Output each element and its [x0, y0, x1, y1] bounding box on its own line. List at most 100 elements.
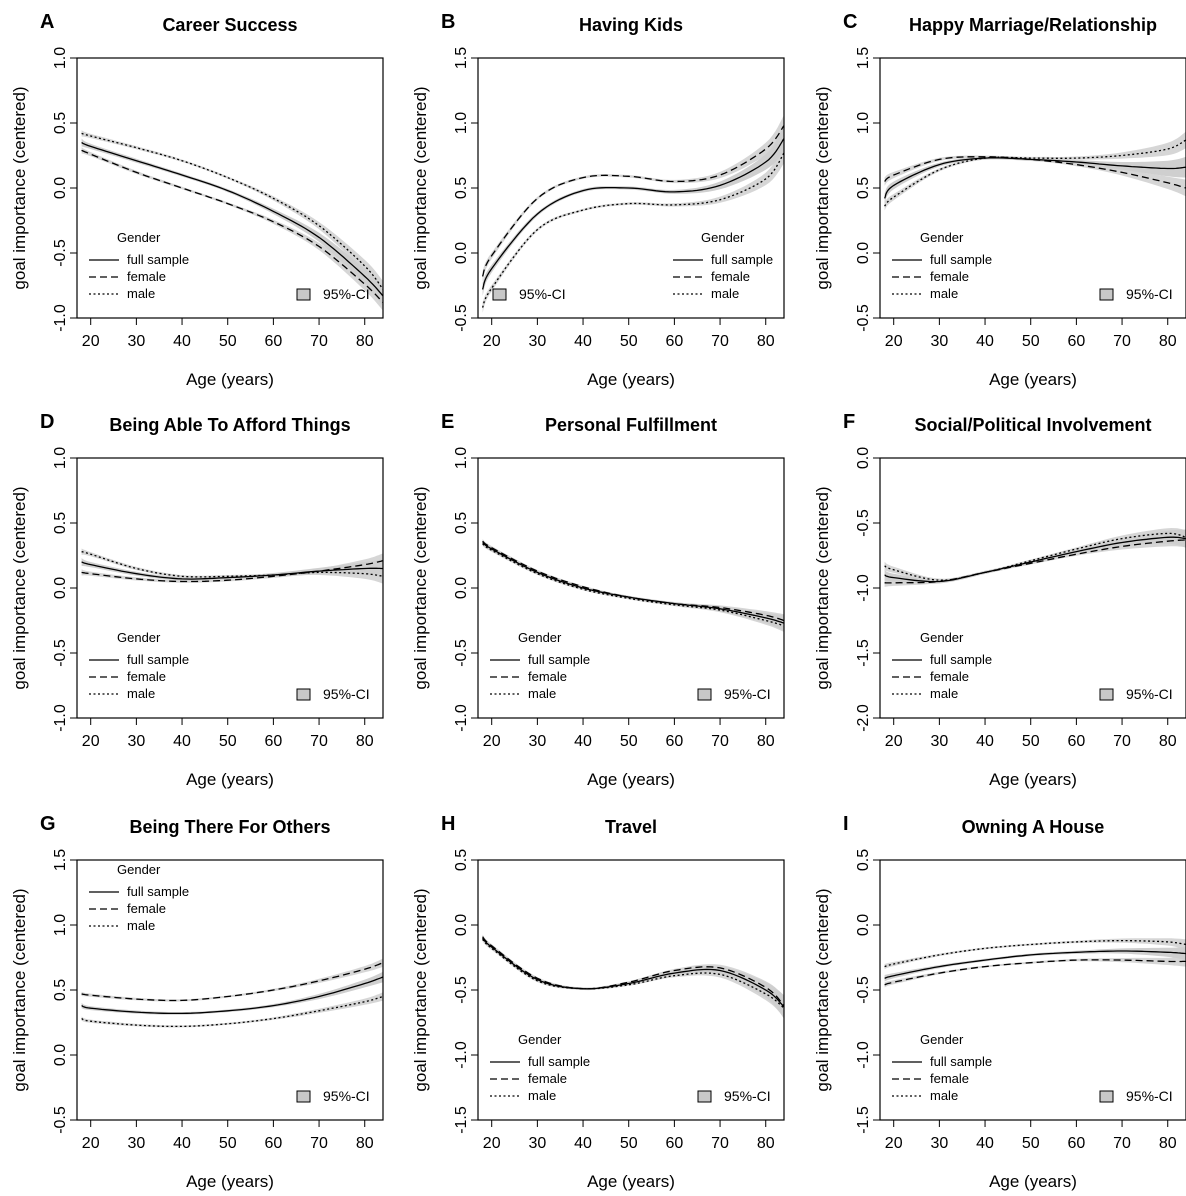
panel-title: Social/Political Involvement	[914, 415, 1151, 435]
ci-band	[482, 539, 784, 631]
y-tick-label: -1.5	[453, 1106, 470, 1134]
x-axis-label: Age (years)	[186, 370, 274, 389]
x-tick-label: 50	[1022, 333, 1040, 350]
y-tick-label: 1.5	[855, 47, 872, 69]
x-tick-label: 40	[976, 1135, 994, 1152]
x-tick-label: 60	[665, 1135, 683, 1152]
series-line-full-sample	[81, 141, 384, 297]
legend-label: male	[127, 286, 155, 301]
ci-band-female	[81, 553, 383, 583]
y-tick-label: 0.5	[855, 177, 872, 199]
x-tick-label: 40	[976, 333, 994, 350]
legend: Gender full sample female male	[490, 1032, 590, 1103]
y-tick-label: -0.5	[52, 639, 69, 667]
legend-label: full sample	[528, 1054, 590, 1069]
panel-i: I Owning A House 20 30 40 50 60 70 80 -1.5 -1.0 -0.…	[813, 813, 1186, 1191]
panel-title: Personal Fulfillment	[545, 415, 717, 435]
panel-g: G Being There For Others 20 30 40 50 60 70 80 -0.…	[10, 813, 384, 1191]
x-tick-label: 80	[757, 1135, 775, 1152]
panel-letter: C	[843, 11, 857, 33]
y-tick-label: -1.0	[453, 704, 470, 732]
ci-band-female	[884, 532, 1186, 587]
y-tick-label: 0.5	[52, 112, 69, 134]
y-tick-label: 0.5	[453, 849, 470, 871]
legend: Gender full sample female male	[673, 230, 773, 301]
legend-label: female	[528, 669, 567, 684]
panel-title: Career Success	[162, 15, 297, 35]
x-tick-label: 60	[1067, 1135, 1085, 1152]
series-line-male	[884, 532, 1186, 581]
legend: Gender full sample female male	[490, 630, 590, 701]
ci-label: 95%-CI	[724, 1088, 771, 1104]
panel-b: B Having Kids 20 30 40 50 60 70 80 -0.5 0.0 0.5 1.0 1…	[411, 11, 785, 389]
panel-letter: F	[843, 411, 855, 433]
ci-band-female	[482, 539, 784, 627]
series-line-female	[482, 936, 785, 1007]
legend: Gender full sample female male	[89, 630, 189, 701]
x-tick-label: 80	[1159, 333, 1177, 350]
y-tick-label: 0.0	[52, 1044, 69, 1066]
x-tick-label: 70	[1113, 333, 1131, 350]
series-line-female	[884, 959, 1186, 986]
legend-title: Gender	[518, 630, 562, 645]
x-tick-label: 80	[356, 1135, 374, 1152]
legend: Gender full sample female male	[892, 1032, 992, 1103]
legend-title: Gender	[117, 630, 161, 645]
x-tick-label: 50	[1022, 733, 1040, 750]
plot-frame	[477, 859, 785, 1121]
legend-label: male	[528, 1088, 556, 1103]
y-tick-label: -1.0	[52, 304, 69, 332]
series-line-full-sample	[884, 950, 1186, 979]
ci-label: 95%-CI	[323, 1088, 370, 1104]
x-tick-label: 30	[127, 733, 145, 750]
plot-frame	[76, 457, 384, 719]
series-line-full-sample	[81, 976, 384, 1015]
x-axis-label: Age (years)	[186, 1172, 274, 1191]
y-tick-label: 1.0	[52, 447, 69, 469]
panel-e: E Personal Fulfillment 20 30 40 50 60 70 80 -1.0 -…	[411, 411, 785, 789]
ci-label: 95%-CI	[1126, 686, 1173, 702]
y-axis-label: goal importance (centered)	[411, 888, 430, 1091]
legend-title: Gender	[920, 630, 964, 645]
plot-frame	[76, 57, 384, 319]
plot-frame	[879, 859, 1186, 1121]
series-line-full-sample	[884, 157, 1186, 199]
legend-title: Gender	[117, 862, 161, 877]
ci-band-male	[884, 938, 1186, 970]
ci-band-female	[884, 155, 1186, 197]
ci-band	[482, 125, 784, 296]
y-axis-label: goal importance (centered)	[813, 888, 832, 1091]
ci-band-male	[884, 528, 1186, 582]
x-tick-label: 80	[757, 333, 775, 350]
x-tick-label: 50	[620, 333, 638, 350]
y-tick-label: -2.0	[855, 704, 872, 732]
panel-title: Being There For Others	[129, 817, 330, 837]
series-line-female	[81, 149, 384, 303]
panel-a: A Career Success 20 30 40 50 60 70 80 -1.0 -0.5 0.0…	[10, 11, 384, 389]
ci-band	[884, 947, 1186, 982]
panel-title: Having Kids	[579, 15, 683, 35]
panel-letter: H	[441, 813, 455, 835]
y-tick-label: 1.0	[855, 112, 872, 134]
x-tick-label: 60	[264, 333, 282, 350]
legend: Gender full sample female male	[89, 862, 189, 933]
x-tick-label: 70	[711, 1135, 729, 1152]
panel-title: Being Able To Afford Things	[109, 415, 350, 435]
ci-swatch	[1099, 1090, 1114, 1103]
y-tick-label: 0.5	[453, 512, 470, 534]
x-axis-label: Age (years)	[186, 770, 274, 789]
x-tick-label: 40	[574, 733, 592, 750]
series-line-male	[81, 132, 384, 290]
x-tick-label: 80	[1159, 733, 1177, 750]
series-line-female	[884, 156, 1186, 189]
x-axis-label: Age (years)	[587, 770, 675, 789]
x-tick-label: 60	[665, 733, 683, 750]
panel-d: D Being Able To Afford Things 20 30 40 50 60 70…	[10, 411, 384, 789]
ci-label: 95%-CI	[724, 686, 771, 702]
x-tick-label: 60	[1067, 733, 1085, 750]
ci-band-female	[81, 958, 383, 1002]
ci-label: 95%-CI	[1126, 1088, 1173, 1104]
ci-band-male	[81, 548, 383, 584]
x-tick-label: 80	[356, 333, 374, 350]
x-tick-label: 70	[711, 333, 729, 350]
